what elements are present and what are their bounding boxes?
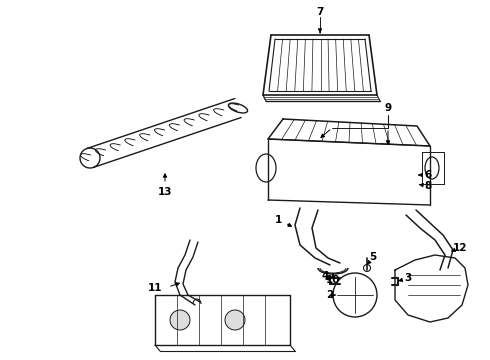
- Text: 1: 1: [274, 215, 282, 225]
- Text: 4: 4: [321, 271, 329, 281]
- Text: 5: 5: [369, 252, 377, 262]
- Text: 6: 6: [424, 170, 432, 180]
- Text: 13: 13: [158, 187, 172, 197]
- Text: 10: 10: [326, 275, 340, 285]
- Text: 7: 7: [317, 7, 324, 17]
- Text: 2: 2: [326, 290, 334, 300]
- Circle shape: [225, 310, 245, 330]
- Text: 11: 11: [148, 283, 162, 293]
- Text: 9: 9: [385, 103, 392, 113]
- Circle shape: [170, 310, 190, 330]
- Text: 8: 8: [424, 181, 432, 191]
- Text: 3: 3: [404, 273, 412, 283]
- Text: 12: 12: [453, 243, 467, 253]
